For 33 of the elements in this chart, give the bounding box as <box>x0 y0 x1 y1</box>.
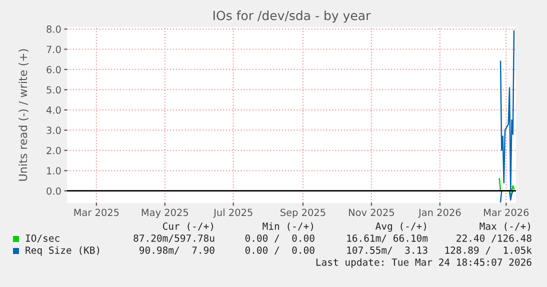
y-tick-label: 1.0 <box>47 167 61 174</box>
text: Cur (-/+) <box>162 222 213 231</box>
text: Min (-/+) <box>262 222 313 231</box>
y-tick-label: 5.0 <box>46 86 61 94</box>
y-tick-label: 3.0 <box>46 126 61 134</box>
legend-label: IO/sec <box>26 234 60 243</box>
x-tick-label: Mar 2026 <box>484 208 529 216</box>
text: Last update: Tue Mar 24 18:45:07 2026 <box>316 258 532 268</box>
x-tick-label: Mar 2025 <box>74 208 119 216</box>
y-axis-title: Units read (-) / write (+) <box>18 49 28 181</box>
y-tick-label: 8.0 <box>46 26 61 33</box>
x-tick-label: Nov 2025 <box>348 208 394 216</box>
text: Max (-/+) <box>480 222 530 231</box>
x-tick-label: May 2025 <box>142 208 188 218</box>
legend-label: Req Size (KB) <box>26 246 100 256</box>
chart-title: IOs for /dev/sda - by year <box>214 10 371 23</box>
text: 90.98m/ 7.90 <box>140 246 214 255</box>
x-tick-label: Jan 2026 <box>418 208 461 218</box>
text: 0.00 / 0.00 <box>245 234 314 243</box>
y-tick-label: 6.0 <box>46 66 61 74</box>
x-tick-label: Sep 2025 <box>280 208 326 218</box>
text: 0.00 / 0.00 <box>245 246 314 255</box>
y-tick-label: 7.0 <box>46 46 61 54</box>
y-tick-label: 0.0 <box>46 187 61 195</box>
text: 128.89 / 1.05k <box>445 246 532 255</box>
text: 16.61m/ 66.10m <box>347 234 428 243</box>
text: 22.40 /126.48 <box>456 234 532 243</box>
text: 87.20m/597.78u <box>134 234 214 243</box>
text: Avg (-/+) <box>376 222 426 232</box>
x-tick-label: Jul 2025 <box>213 208 252 218</box>
y-tick-label: 4.0 <box>46 106 61 114</box>
y-tick-label: 2.0 <box>46 146 61 154</box>
text: 107.55m/ 3.13 <box>347 246 428 255</box>
